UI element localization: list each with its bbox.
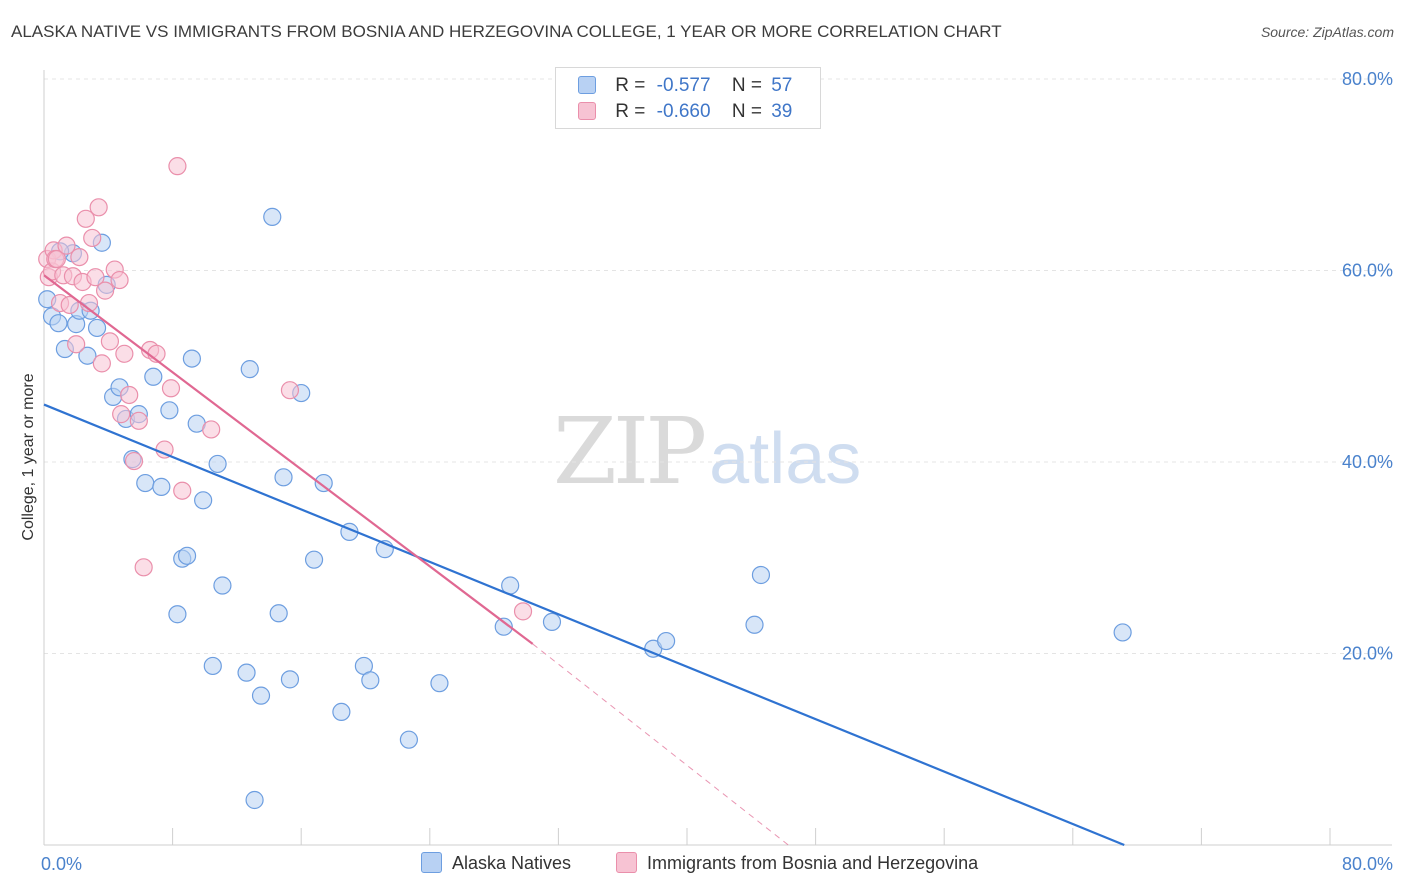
point-alaska-native: [399, 730, 419, 749]
axes: [43, 70, 1392, 846]
point-bosnia-immigrant: [70, 247, 89, 267]
point-alaska-native: [194, 491, 213, 510]
point-bosnia-immigrant: [100, 332, 120, 351]
point-bosnia-immigrant: [67, 335, 86, 354]
point-bosnia-immigrant: [95, 281, 115, 300]
source-note: Source: ZipAtlas.com: [1260, 24, 1394, 40]
point-bosnia-immigrant: [76, 209, 95, 228]
legend-row-bosnia: R = -0.660 N = 39: [578, 101, 792, 125]
point-bosnia-immigrant: [57, 236, 76, 255]
point-bosnia-immigrant: [92, 354, 111, 373]
trend-line-alaska: [43, 403, 1125, 847]
data-points: [38, 157, 1132, 810]
point-alaska-native: [1113, 623, 1132, 642]
point-bosnia-immigrant: [89, 198, 108, 217]
point-alaska-native: [251, 686, 271, 705]
point-alaska-native: [182, 349, 201, 368]
point-alaska-native: [304, 550, 324, 569]
point-alaska-native: [542, 612, 562, 632]
point-alaska-native: [361, 671, 380, 690]
point-bosnia-immigrant: [47, 249, 66, 269]
point-alaska-native: [87, 318, 107, 338]
legend-r-label: R =: [615, 75, 646, 96]
point-alaska-native: [314, 473, 333, 493]
point-alaska-native: [213, 576, 232, 595]
point-alaska-native: [78, 346, 97, 365]
legend-swatch-pink: [578, 102, 596, 120]
point-alaska-native: [136, 473, 155, 493]
chart-title: ALASKA NATIVE VS IMMIGRANTS FROM BOSNIA …: [11, 22, 1002, 41]
point-bosnia-immigrant: [513, 602, 533, 621]
point-alaska-native: [332, 702, 351, 722]
point-bosnia-immigrant: [115, 344, 134, 363]
point-alaska-native: [280, 670, 300, 689]
y-axis-label: College, 1 year or more: [20, 373, 37, 540]
legend-n-label: N =: [731, 101, 762, 122]
point-alaska-native: [144, 367, 163, 386]
point-alaska-native: [237, 663, 256, 682]
trend-lines: [43, 274, 1125, 847]
point-bosnia-immigrant: [112, 405, 131, 424]
watermark-zip: ZIP: [553, 398, 707, 505]
legend-row-alaska: R = -0.577 N = 57: [578, 75, 792, 99]
point-alaska-native: [168, 605, 187, 624]
point-bosnia-immigrant: [280, 381, 300, 400]
y-tick-label: 20.0%: [1342, 644, 1393, 664]
point-alaska-native: [269, 604, 288, 623]
trend-line-bosnia: [43, 274, 534, 645]
point-alaska-native: [208, 454, 227, 474]
point-bosnia-immigrant: [60, 295, 79, 315]
bottom-legend-bosnia: Immigrants from Bosnia and Herzegovina: [616, 852, 978, 874]
y-tick-label: 60.0%: [1342, 261, 1393, 281]
bottom-legend-swatch-blue: [421, 852, 442, 873]
point-alaska-native: [203, 656, 222, 676]
bottom-legend-swatch-pink: [616, 852, 637, 873]
point-bosnia-immigrant: [83, 228, 102, 248]
point-alaska-native: [152, 477, 171, 496]
point-alaska-native: [274, 468, 293, 487]
point-alaska-native: [49, 314, 68, 333]
y-tick-label: 80.0%: [1342, 69, 1393, 89]
point-alaska-native: [240, 360, 259, 379]
point-alaska-native: [657, 631, 676, 651]
x-tick-label-min: 0.0%: [41, 854, 82, 874]
point-bosnia-immigrant: [161, 379, 181, 398]
watermark: ZIPatlas: [553, 398, 861, 505]
legend-r-value: -0.577: [656, 75, 711, 96]
point-bosnia-immigrant: [173, 481, 192, 500]
point-alaska-native: [263, 207, 282, 226]
bottom-legend-label-alaska: Alaska Natives: [452, 853, 572, 873]
legend-n-value: 57: [771, 75, 793, 96]
legend-r-label: R =: [615, 101, 646, 122]
legend-n-value: 39: [771, 101, 793, 122]
point-alaska-native: [245, 790, 264, 810]
bottom-legend-alaska: Alaska Natives: [421, 852, 571, 874]
legend-n-label: N =: [731, 75, 762, 96]
watermark-atlas: atlas: [709, 419, 862, 499]
x-tick-label-max: 80.0%: [1342, 854, 1393, 874]
bottom-legend-label-bosnia: Immigrants from Bosnia and Herzegovina: [647, 853, 979, 873]
point-bosnia-immigrant: [134, 558, 153, 577]
point-bosnia-immigrant: [129, 411, 148, 430]
y-tick-label: 40.0%: [1342, 452, 1393, 472]
point-alaska-native: [430, 674, 449, 693]
point-alaska-native: [177, 546, 197, 565]
point-bosnia-immigrant: [124, 451, 144, 471]
point-bosnia-immigrant: [202, 420, 221, 439]
point-alaska-native: [494, 617, 513, 636]
legend-r-value: -0.660: [656, 101, 711, 122]
point-bosnia-immigrant: [86, 268, 105, 287]
point-bosnia-immigrant: [110, 270, 129, 290]
correlation-legend: R = -0.577 N = 57 R = -0.660 N = 39: [555, 67, 821, 129]
point-bosnia-immigrant: [168, 157, 187, 176]
legend-swatch-blue: [578, 76, 596, 94]
trend-line-bosnia-extension: [532, 643, 789, 846]
axis-labels: 20.0% 40.0% 60.0% 80.0% 0.0% 80.0% College, 1 …: [20, 69, 1393, 874]
point-alaska-native: [745, 615, 764, 634]
point-alaska-native: [751, 565, 771, 585]
point-alaska-native: [160, 401, 179, 420]
point-bosnia-immigrant: [120, 385, 139, 405]
